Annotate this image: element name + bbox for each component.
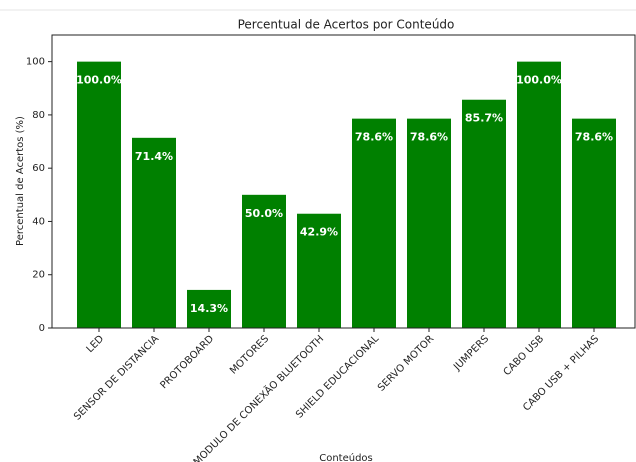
bar — [352, 118, 396, 328]
value-label: 50.0% — [245, 207, 283, 220]
bar — [242, 194, 286, 328]
value-label: 100.0% — [76, 74, 122, 87]
x-tick-label: JUMPERS — [451, 333, 491, 373]
y-tick-label: 20 — [32, 270, 45, 281]
x-axis-label: Conteúdos — [319, 452, 373, 462]
y-tick-label: 80 — [32, 110, 45, 121]
value-label: 85.7% — [465, 112, 503, 125]
y-tick-label: 0 — [39, 323, 45, 334]
x-tick-label: MOTORES — [228, 333, 271, 376]
x-tick-label: PROTOBOARD — [158, 333, 216, 391]
value-label: 78.6% — [355, 131, 393, 144]
bar — [187, 289, 231, 328]
bar — [297, 213, 341, 328]
y-tick-label: 100 — [26, 57, 45, 68]
chart-title: Percentual de Acertos por Conteúdo — [238, 18, 455, 32]
bar — [132, 137, 176, 328]
x-tick-label: LED — [85, 333, 107, 355]
bar — [77, 61, 121, 329]
value-label: 78.6% — [575, 131, 613, 144]
bar — [572, 118, 616, 328]
bar — [517, 61, 561, 329]
bar — [407, 118, 451, 328]
x-tick-label: SERVO MOTOR — [376, 333, 436, 393]
y-tick-label: 60 — [32, 163, 45, 174]
y-axis-label: Percentual de Acertos (%) — [15, 116, 26, 246]
value-label: 14.3% — [190, 302, 228, 315]
bar — [462, 99, 506, 328]
value-label: 71.4% — [135, 150, 173, 163]
value-label: 42.9% — [300, 226, 338, 239]
y-tick-label: 40 — [32, 216, 45, 227]
x-tick-label: CABO USB — [502, 333, 547, 378]
value-label: 100.0% — [516, 74, 562, 87]
plot-frame — [51, 34, 636, 329]
value-label: 78.6% — [410, 131, 448, 144]
